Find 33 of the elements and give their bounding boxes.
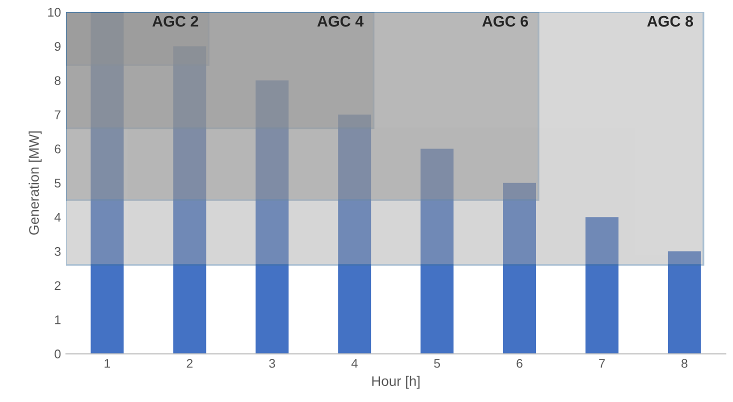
y-tick-label: 4 xyxy=(54,213,61,222)
x-tick-label: 3 xyxy=(269,358,276,368)
y-tick-label: 8 xyxy=(54,76,61,86)
bar xyxy=(173,46,206,354)
y-axis-title: Generation [MW] xyxy=(28,131,42,235)
x-tick-label: 4 xyxy=(351,359,358,368)
annotation: AGC 6 xyxy=(482,16,528,27)
annotation: AGC 4 xyxy=(317,16,364,27)
annotation: AGC 8 xyxy=(647,16,694,27)
x-tick-label: 5 xyxy=(434,359,440,368)
bar xyxy=(90,12,124,354)
y-tick-label: 2 xyxy=(54,281,60,290)
x-tick-label: 8 xyxy=(682,358,688,368)
y-tick-label: 9 xyxy=(54,42,61,51)
x-tick-label: 6 xyxy=(516,358,522,368)
annotation: AGC 2 xyxy=(152,16,198,27)
y-tick-label: 0 xyxy=(54,350,61,358)
y-tick-label: 7 xyxy=(54,110,60,120)
bar xyxy=(420,148,454,354)
x-tick-label: 7 xyxy=(599,359,605,368)
bar xyxy=(338,114,372,354)
y-tick-label: 3 xyxy=(54,247,61,256)
y-tick-label: 10 xyxy=(48,8,61,17)
x-tick-label: 1 xyxy=(104,359,110,368)
x-axis-title: Hour [h] xyxy=(372,376,420,389)
bar xyxy=(585,217,618,354)
bar xyxy=(256,80,289,354)
y-tick-label: 5 xyxy=(54,178,61,188)
x-tick-label: 2 xyxy=(186,358,193,368)
bar xyxy=(668,251,701,354)
y-tick-label: 1 xyxy=(55,316,60,324)
bar xyxy=(503,182,536,354)
y-tick-label: 6 xyxy=(54,144,61,154)
